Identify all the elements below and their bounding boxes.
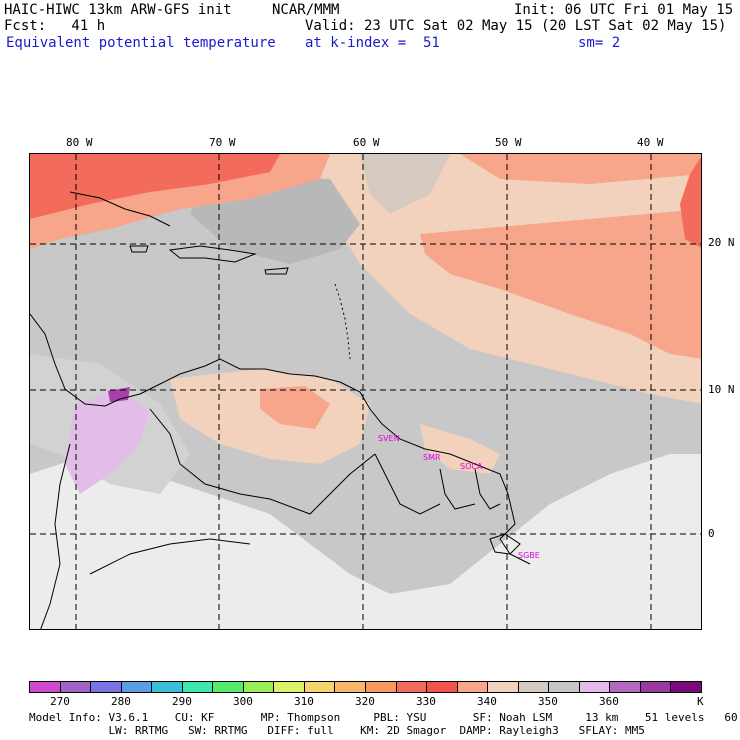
- lon-label-60w: 60 W: [353, 136, 380, 149]
- colorbar-cell: [304, 682, 336, 692]
- south-america-coast: [119, 358, 531, 565]
- central-america-coast: [30, 313, 121, 407]
- field-peach-guianas: [420, 424, 500, 474]
- colombia-border: [89, 538, 251, 575]
- header-title: HAIC-HIWC 13km ARW-GFS init: [4, 2, 232, 18]
- colorbar-cell: [335, 682, 367, 692]
- field-name: Equivalent potential temperature: [6, 35, 276, 51]
- colorbar-label-320: 320: [355, 695, 375, 708]
- cuba-coast: [69, 191, 171, 227]
- valid-time: Valid: 23 UTC Sat 02 May 15 (20 LST Sat …: [305, 18, 727, 34]
- colorbar-label-280: 280: [111, 695, 131, 708]
- guiana-border: [474, 468, 501, 510]
- field-salmon-band: [420, 209, 701, 359]
- colorbar-cell: [182, 682, 214, 692]
- colorbar-label-360: 360: [599, 695, 619, 708]
- colorbar-label-310: 310: [294, 695, 314, 708]
- colorbar-label-300: 300: [233, 695, 253, 708]
- theta-e-field: SVEN SMR SOCA SGBE: [30, 154, 701, 629]
- colorbar-unit: K: [697, 695, 704, 708]
- forecast-hour: Fcst: 41 h: [4, 18, 106, 34]
- venezuela-border: [149, 408, 376, 515]
- colorbar-cell: [30, 682, 61, 692]
- colorbar-cell: [549, 682, 580, 692]
- hispaniola-coast: [168, 245, 257, 263]
- lat-label-10n: 10 N: [708, 383, 735, 396]
- lon-label-40w: 40 W: [637, 136, 664, 149]
- model-info-line1: Model Info: V3.6.1 CU: KF MP: Thompson P…: [29, 711, 740, 724]
- colorbar-cell: [152, 682, 183, 692]
- colorbar-cell: [427, 682, 458, 692]
- field-red-east: [680, 157, 701, 248]
- tag-sgbe: SGBE: [518, 551, 540, 560]
- lat-label-20n: 20 N: [708, 236, 735, 249]
- colorbar-label-290: 290: [172, 695, 192, 708]
- puerto-rico-coast: [264, 267, 289, 275]
- tag-smr: SMR: [423, 453, 441, 462]
- model-info-line2: LW: RRTMG SW: RRTMG DIFF: full KM: 2D Sm…: [29, 724, 645, 737]
- coastlines: [30, 191, 531, 629]
- field-red-core: [30, 154, 280, 219]
- guyana-border: [374, 453, 441, 515]
- lon-label-50w: 50 W: [495, 136, 522, 149]
- field-salmon-top: [460, 154, 701, 184]
- field-gray-upper2: [360, 154, 450, 214]
- field-white-south: [30, 454, 701, 629]
- colorbar-cell: [671, 682, 702, 692]
- colorbar-cell: [274, 682, 305, 692]
- colorbar-label-340: 340: [477, 695, 497, 708]
- colorbar-cell: [640, 682, 672, 692]
- field-lavender-colombia: [65, 389, 150, 494]
- field-salmon-venezuela: [260, 386, 330, 429]
- lat-label-0: 0: [708, 527, 715, 540]
- colorbar-cell: [396, 682, 428, 692]
- colorbar-cell: [243, 682, 275, 692]
- map-panel: SVEN SMR SOCA SGBE: [29, 153, 702, 630]
- colorbar-cell: [213, 682, 244, 692]
- colorbar-cell: [121, 682, 153, 692]
- colorbar-cell: [366, 682, 397, 692]
- tag-soca: SOCA: [460, 462, 483, 471]
- colorbar: [29, 681, 702, 693]
- colorbar-label-350: 350: [538, 695, 558, 708]
- colorbar-cell: [457, 682, 489, 692]
- lon-label-80w: 80 W: [66, 136, 93, 149]
- marajo-island: [489, 533, 521, 555]
- suriname-border: [439, 468, 476, 510]
- colorbar-cell: [610, 682, 641, 692]
- grid-lines: [30, 154, 701, 629]
- colorbar-cell: [488, 682, 519, 692]
- lon-label-70w: 70 W: [209, 136, 236, 149]
- colorbar-label-270: 270: [50, 695, 70, 708]
- lesser-antilles: [334, 283, 351, 360]
- jamaica-coast: [129, 245, 149, 253]
- header-center: NCAR/MMM: [272, 2, 340, 18]
- colorbar-cell: [91, 682, 122, 692]
- smoothing-info: sm= 2: [578, 35, 621, 51]
- tag-sven: SVEN: [378, 434, 400, 443]
- colorbar-cell: [60, 682, 92, 692]
- colorbar-label-330: 330: [416, 695, 436, 708]
- level-info: at k-index = 51: [305, 35, 440, 51]
- pacific-coast: [40, 443, 71, 629]
- colorbar-cell: [579, 682, 611, 692]
- colorbar-cell: [518, 682, 550, 692]
- init-time: Init: 06 UTC Fri 01 May 15: [514, 2, 734, 18]
